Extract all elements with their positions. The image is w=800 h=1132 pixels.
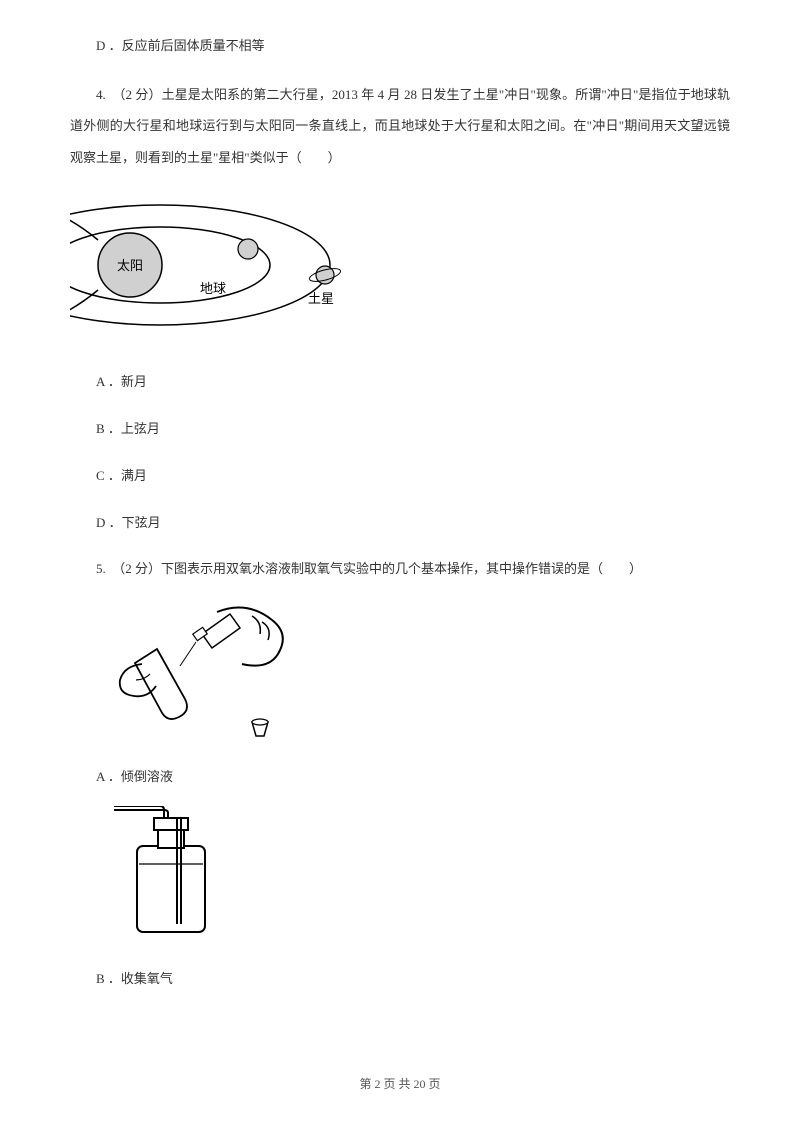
q5-diagram-a xyxy=(102,594,730,749)
page-footer: 第 2 页 共 20 页 xyxy=(0,1075,800,1092)
q4-orbit-diagram: 太阳 地球 土星 xyxy=(70,185,730,350)
earth-label: 地球 xyxy=(200,281,226,296)
q5-option-b: B ．收集氧气 xyxy=(96,963,730,994)
q4-option-a: A ．新月 xyxy=(96,366,730,397)
q5-stem: 5. （2 分）下图表示用双氧水溶液制取氧气实验中的几个基本操作，其中操作错误的… xyxy=(70,553,730,584)
q3-option-d: D ．反应前后固体质量不相等 xyxy=(70,30,730,61)
q4-option-b: B ．上弦月 xyxy=(96,413,730,444)
sun-label: 太阳 xyxy=(117,258,143,273)
q4-option-c: C ．满月 xyxy=(96,460,730,491)
q4-option-d: D ．下弦月 xyxy=(96,507,730,538)
q5-option-a: A ．倾倒溶液 xyxy=(96,761,730,792)
q4-stem: 4. （2 分）土星是太阳系的第二大行星，2013 年 4 月 28 日发生了土… xyxy=(70,79,730,173)
saturn-label: 土星 xyxy=(308,291,334,306)
q5-diagram-b xyxy=(102,806,730,951)
